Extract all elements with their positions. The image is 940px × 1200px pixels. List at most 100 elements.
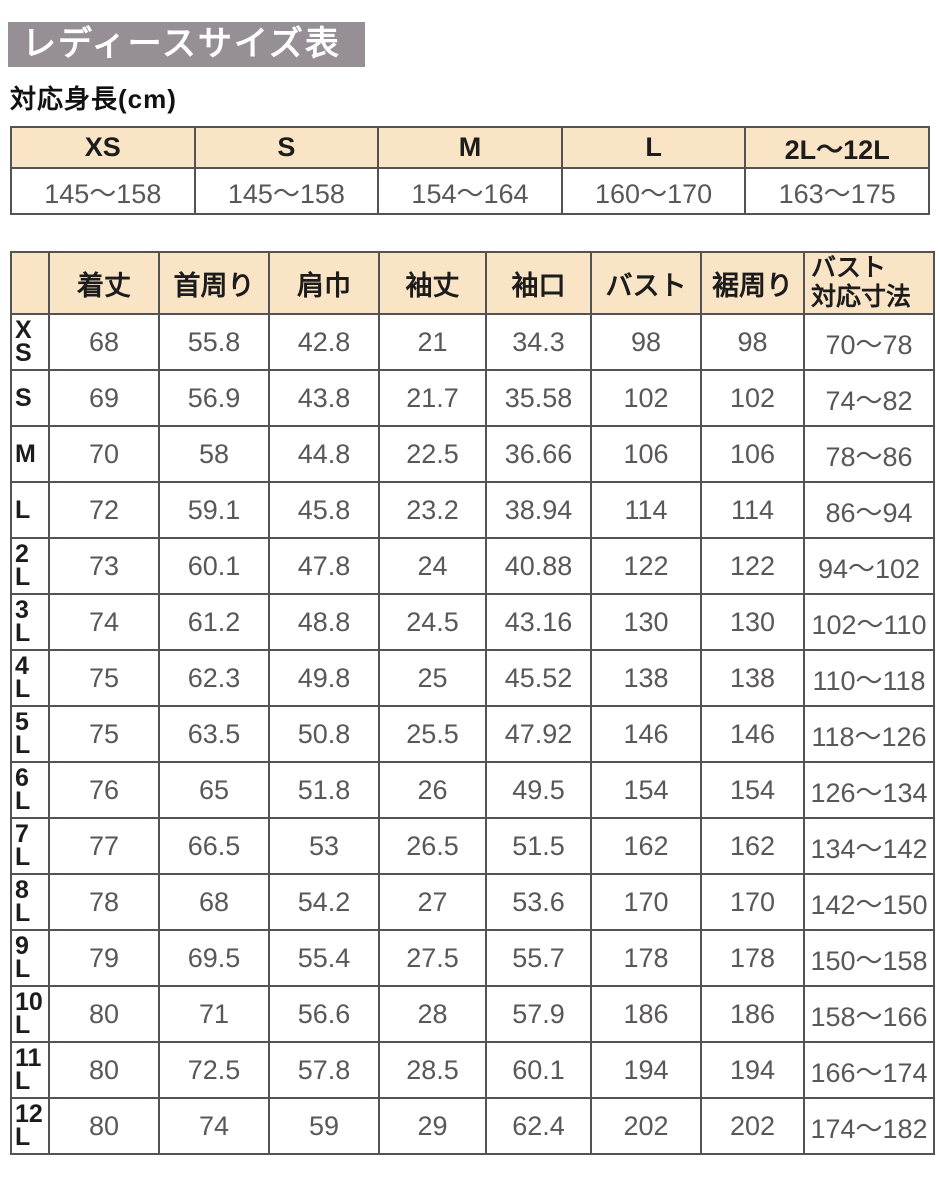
cell-neck: 58 bbox=[158, 425, 270, 483]
cell-sleeve-length: 28.5 bbox=[378, 1041, 487, 1099]
cell-cuff: 43.16 bbox=[485, 593, 592, 651]
cell-bust-range: 70～78 bbox=[803, 313, 935, 371]
size-table-body: X S 68 55.8 42.8 21 34.3 98 98 70～78 S 6… bbox=[10, 313, 935, 1155]
cell-bust-range: 86～94 bbox=[803, 481, 935, 539]
cell-sleeve-length: 24 bbox=[378, 537, 487, 595]
cell-shoulder: 56.6 bbox=[268, 985, 380, 1043]
cell-cuff: 45.52 bbox=[485, 649, 592, 707]
height-range-xs: 145～158 bbox=[10, 167, 196, 215]
table-row: 12 L 80 74 59 29 62.4 202 202 174～182 bbox=[10, 1097, 935, 1155]
cell-length: 75 bbox=[48, 649, 160, 707]
row-size-label: 12 L bbox=[10, 1097, 50, 1155]
cell-cuff: 60.1 bbox=[485, 1041, 592, 1099]
cell-bust-range: 126～134 bbox=[803, 761, 935, 819]
cell-neck: 59.1 bbox=[158, 481, 270, 539]
cell-neck: 71 bbox=[158, 985, 270, 1043]
table-row: 8 L 78 68 54.2 27 53.6 170 170 142～150 bbox=[10, 873, 935, 931]
cell-bust: 202 bbox=[590, 1097, 702, 1155]
table-row: 3 L 74 61.2 48.8 24.5 43.16 130 130 102～… bbox=[10, 593, 935, 651]
table-row: 6 L 76 65 51.8 26 49.5 154 154 126～134 bbox=[10, 761, 935, 819]
height-table-value-row: 145～158 145～158 154～164 160～170 163～175 bbox=[10, 167, 930, 215]
cell-shoulder: 49.8 bbox=[268, 649, 380, 707]
cell-length: 80 bbox=[48, 985, 160, 1043]
cell-neck: 72.5 bbox=[158, 1041, 270, 1099]
cell-bust-range: 158～166 bbox=[803, 985, 935, 1043]
cell-bust: 138 bbox=[590, 649, 702, 707]
col-header-length: 着丈 bbox=[48, 251, 160, 315]
height-range-l: 160～170 bbox=[560, 167, 747, 215]
cell-neck: 63.5 bbox=[158, 705, 270, 763]
cell-cuff: 38.94 bbox=[485, 481, 592, 539]
cell-sleeve-length: 23.2 bbox=[378, 481, 487, 539]
cell-neck: 56.9 bbox=[158, 369, 270, 427]
cell-sleeve-length: 29 bbox=[378, 1097, 487, 1155]
cell-hem: 146 bbox=[700, 705, 805, 763]
cell-cuff: 53.6 bbox=[485, 873, 592, 931]
cell-bust: 114 bbox=[590, 481, 702, 539]
height-table: XS S M L 2L～12L 145～158 145～158 154～164 … bbox=[10, 126, 930, 215]
cell-bust: 146 bbox=[590, 705, 702, 763]
cell-neck: 66.5 bbox=[158, 817, 270, 875]
cell-length: 76 bbox=[48, 761, 160, 819]
row-size-label: L bbox=[10, 481, 50, 539]
cell-neck: 60.1 bbox=[158, 537, 270, 595]
cell-bust-range: 174～182 bbox=[803, 1097, 935, 1155]
row-size-label: 6 L bbox=[10, 761, 50, 819]
cell-shoulder: 55.4 bbox=[268, 929, 380, 987]
cell-length: 79 bbox=[48, 929, 160, 987]
table-row: X S 68 55.8 42.8 21 34.3 98 98 70～78 bbox=[10, 313, 935, 371]
cell-bust: 162 bbox=[590, 817, 702, 875]
cell-sleeve-length: 28 bbox=[378, 985, 487, 1043]
cell-bust-range: 102～110 bbox=[803, 593, 935, 651]
height-table-header-row: XS S M L 2L～12L bbox=[10, 126, 930, 169]
cell-sleeve-length: 27.5 bbox=[378, 929, 487, 987]
cell-bust-range: 94～102 bbox=[803, 537, 935, 595]
cell-hem: 178 bbox=[700, 929, 805, 987]
row-size-label: 5 L bbox=[10, 705, 50, 763]
cell-neck: 55.8 bbox=[158, 313, 270, 371]
row-size-label: 11 L bbox=[10, 1041, 50, 1099]
row-size-label: 4 L bbox=[10, 649, 50, 707]
cell-bust: 102 bbox=[590, 369, 702, 427]
cell-shoulder: 51.8 bbox=[268, 761, 380, 819]
cell-sleeve-length: 25 bbox=[378, 649, 487, 707]
row-size-label: X S bbox=[10, 313, 50, 371]
cell-bust: 178 bbox=[590, 929, 702, 987]
cell-cuff: 55.7 bbox=[485, 929, 592, 987]
cell-sleeve-length: 26 bbox=[378, 761, 487, 819]
table-row: 5 L 75 63.5 50.8 25.5 47.92 146 146 118～… bbox=[10, 705, 935, 763]
cell-neck: 62.3 bbox=[158, 649, 270, 707]
cell-sleeve-length: 26.5 bbox=[378, 817, 487, 875]
height-col-m: M bbox=[377, 126, 563, 169]
cell-bust-range: 166～174 bbox=[803, 1041, 935, 1099]
col-header-bust-range-line2: 対応寸法 bbox=[811, 283, 912, 311]
cell-bust: 98 bbox=[590, 313, 702, 371]
cell-hem: 170 bbox=[700, 873, 805, 931]
cell-hem: 102 bbox=[700, 369, 805, 427]
cell-neck: 68 bbox=[158, 873, 270, 931]
cell-hem: 98 bbox=[700, 313, 805, 371]
cell-shoulder: 54.2 bbox=[268, 873, 380, 931]
cell-shoulder: 47.8 bbox=[268, 537, 380, 595]
cell-bust-range: 150～158 bbox=[803, 929, 935, 987]
height-range-s: 145～158 bbox=[193, 167, 380, 215]
cell-length: 73 bbox=[48, 537, 160, 595]
row-size-label: M bbox=[10, 425, 50, 483]
cell-bust: 194 bbox=[590, 1041, 702, 1099]
cell-cuff: 47.92 bbox=[485, 705, 592, 763]
cell-sleeve-length: 21 bbox=[378, 313, 487, 371]
table-row: S 69 56.9 43.8 21.7 35.58 102 102 74～82 bbox=[10, 369, 935, 427]
col-header-shoulder: 肩巾 bbox=[268, 251, 380, 315]
col-header-cuff: 袖口 bbox=[485, 251, 592, 315]
cell-shoulder: 44.8 bbox=[268, 425, 380, 483]
cell-neck: 65 bbox=[158, 761, 270, 819]
table-row: M 70 58 44.8 22.5 36.66 106 106 78～86 bbox=[10, 425, 935, 483]
row-size-label: 2 L bbox=[10, 537, 50, 595]
row-size-label: 7 L bbox=[10, 817, 50, 875]
row-size-label: 8 L bbox=[10, 873, 50, 931]
page-title: レディースサイズ表 bbox=[8, 22, 365, 67]
table-row: 4 L 75 62.3 49.8 25 45.52 138 138 110～11… bbox=[10, 649, 935, 707]
cell-length: 80 bbox=[48, 1097, 160, 1155]
cell-sleeve-length: 27 bbox=[378, 873, 487, 931]
